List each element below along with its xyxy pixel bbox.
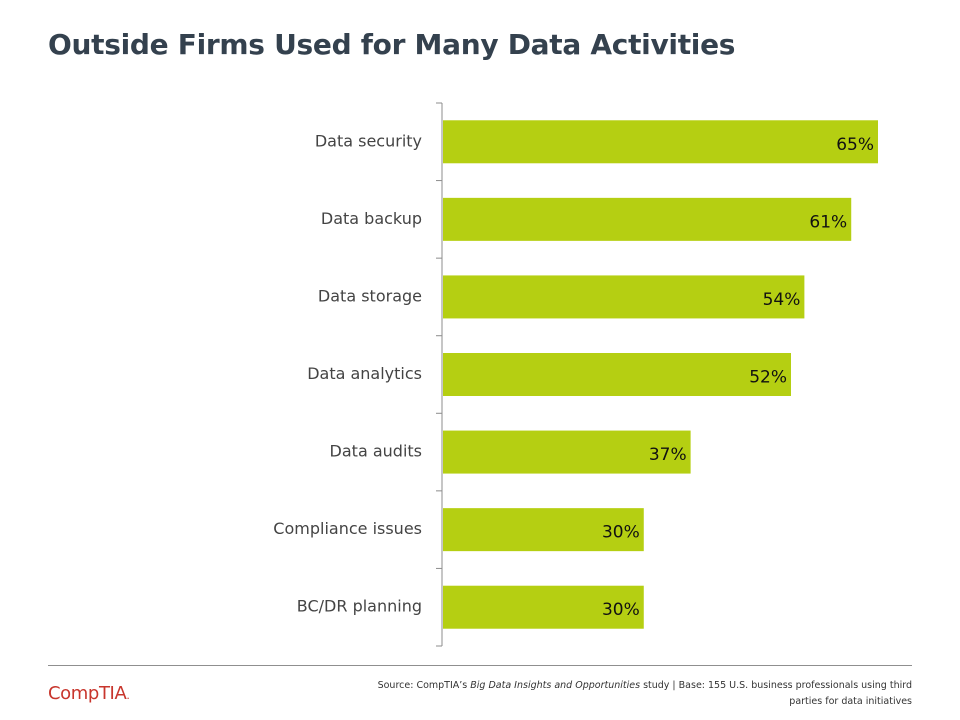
category-label: Data backup bbox=[321, 209, 422, 228]
logo-mark: . bbox=[126, 689, 130, 702]
bar bbox=[443, 353, 791, 396]
bar bbox=[443, 508, 644, 552]
footer-divider bbox=[48, 665, 912, 666]
category-label: Data audits bbox=[330, 442, 422, 461]
source-study: Big Data Insights and Opportunities bbox=[470, 680, 641, 691]
category-label: BC/DR planning bbox=[297, 597, 422, 616]
data-label: 65% bbox=[836, 135, 874, 155]
category-label: Data analytics bbox=[307, 364, 422, 383]
data-label: 52% bbox=[749, 368, 787, 388]
source-prefix: Source: CompTIA’s bbox=[377, 680, 471, 691]
bar-chart: Data security Data backup Data storage Data… bbox=[273, 102, 878, 647]
bar bbox=[443, 585, 644, 629]
bar bbox=[443, 430, 691, 474]
source-note: Source: CompTIA’s Big Data Insights and … bbox=[352, 678, 912, 710]
bar bbox=[443, 197, 852, 241]
comptia-logo: CompTIA. bbox=[48, 683, 130, 704]
category-label: Compliance issues bbox=[273, 519, 422, 538]
data-label: 61% bbox=[809, 212, 847, 232]
data-label: 30% bbox=[602, 523, 640, 543]
data-label: 37% bbox=[649, 445, 687, 465]
category-label: Data storage bbox=[318, 286, 422, 305]
bar bbox=[443, 275, 805, 319]
page-title: Outside Firms Used for Many Data Activit… bbox=[48, 28, 736, 61]
logo-text: CompTIA bbox=[48, 683, 127, 704]
data-label: 54% bbox=[763, 290, 801, 310]
source-suffix: study | Base: 155 U.S. business professi… bbox=[640, 680, 912, 707]
category-label: Data security bbox=[315, 131, 422, 150]
data-label: 30% bbox=[602, 600, 640, 620]
bar bbox=[443, 120, 878, 164]
